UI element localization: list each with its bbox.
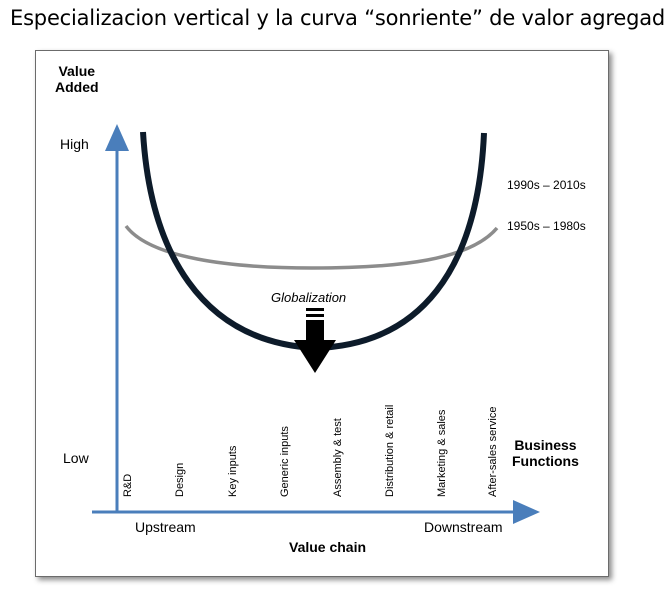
- low-label: Low: [63, 450, 89, 466]
- function-label: Generic inputs: [279, 426, 291, 497]
- function-label: After-sales service: [487, 406, 499, 497]
- function-label: Distribution & retail: [384, 404, 396, 497]
- globalization-label: Globalization: [271, 290, 347, 305]
- x-axis-label: Value chain: [289, 539, 367, 555]
- diagram-frame: [35, 50, 609, 577]
- y-axis-label-line1: Value: [58, 63, 96, 79]
- downstream-label: Downstream: [424, 519, 503, 535]
- function-label: R&D: [122, 473, 134, 497]
- upstream-label: Upstream: [135, 519, 196, 535]
- business-functions-line2: Functions: [512, 453, 579, 469]
- business-functions-title: Business Functions: [512, 437, 579, 469]
- page-title: Especializacion vertical y la curva “son…: [10, 6, 664, 30]
- high-label: High: [60, 136, 89, 152]
- new-era-label: 1990s – 2010s: [507, 178, 586, 192]
- function-label: Key inputs: [227, 445, 239, 497]
- function-label: Marketing & sales: [436, 409, 448, 497]
- y-axis-label-line2: Added: [55, 79, 99, 95]
- business-functions-line1: Business: [514, 437, 577, 453]
- y-axis-label: Value Added: [55, 63, 99, 95]
- old-era-curve: [124, 224, 499, 270]
- function-label: Design: [174, 462, 186, 497]
- function-label: Assembly & test: [332, 418, 344, 497]
- globalization-arrow: [294, 308, 336, 373]
- old-era-label: 1950s – 1980s: [507, 219, 586, 233]
